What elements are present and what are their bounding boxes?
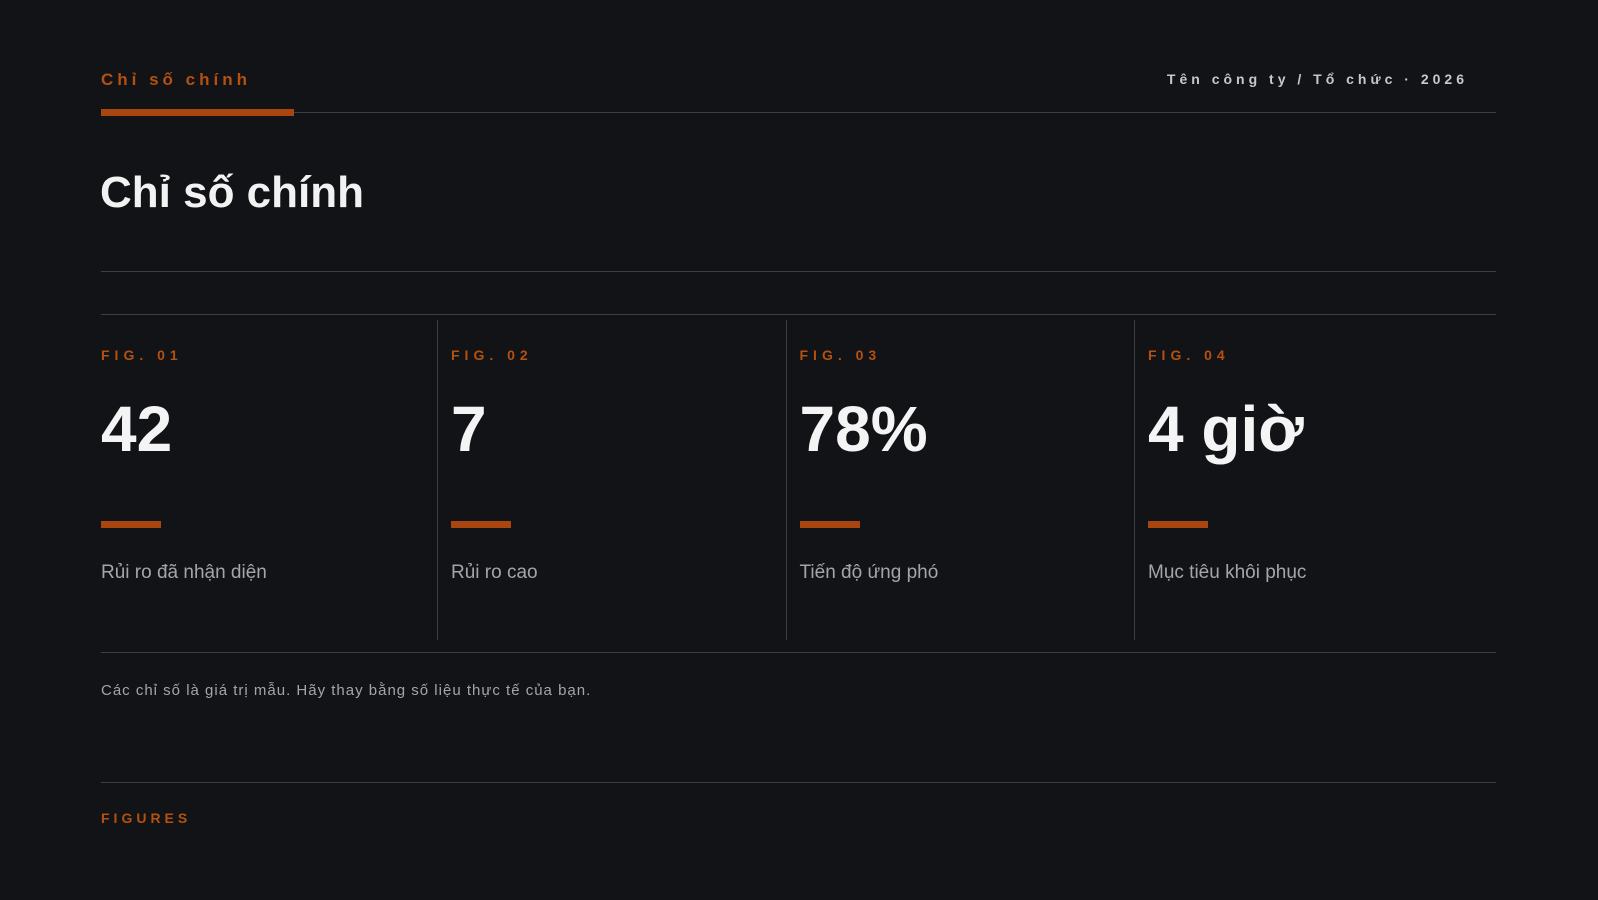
eyebrow: Chỉ số chính <box>101 70 251 89</box>
note: Các chỉ số là giá trị mẫu. Hãy thay bằng… <box>101 682 592 699</box>
stat-card: FIG. 03 78% Tiến độ ứng phó <box>785 320 1135 640</box>
stat-card: FIG. 02 7 Rủi ro cao <box>437 320 786 640</box>
stat-card: FIG. 01 42 Rủi ro đã nhận diện <box>101 320 449 640</box>
stat-value: 78% <box>799 393 928 465</box>
fig-label: FIG. 03 <box>799 347 882 363</box>
fig-label: FIG. 01 <box>101 347 183 363</box>
rule <box>101 271 1496 272</box>
stat-value: 4 giờ <box>1148 393 1304 465</box>
stat-label: Rủi ro đã nhận diện <box>101 562 267 583</box>
accent-bar <box>101 109 294 116</box>
stat-card: FIG. 04 4 giờ Mục tiêu khôi phục <box>1134 320 1483 640</box>
stat-label: Rủi ro cao <box>451 562 538 583</box>
rule <box>101 652 1496 653</box>
stat-value: 42 <box>101 393 173 465</box>
stat-label: Mục tiêu khôi phục <box>1148 562 1307 583</box>
title: Chỉ số chính <box>100 168 364 217</box>
org: Tên công ty / Tổ chức · 2026 <box>1166 71 1468 87</box>
accent-bar <box>451 521 511 528</box>
accent-bar <box>101 521 161 528</box>
stat-label: Tiến độ ứng phó <box>799 562 939 583</box>
accent-bar <box>799 521 860 528</box>
accent-bar <box>1148 521 1208 528</box>
rule <box>101 112 1496 113</box>
footer: FIGURES <box>101 810 192 826</box>
stat-value: 7 <box>451 393 487 465</box>
fig-label: FIG. 04 <box>1148 347 1230 363</box>
fig-label: FIG. 02 <box>451 347 533 363</box>
rule <box>101 782 1496 783</box>
rule <box>101 314 1496 315</box>
